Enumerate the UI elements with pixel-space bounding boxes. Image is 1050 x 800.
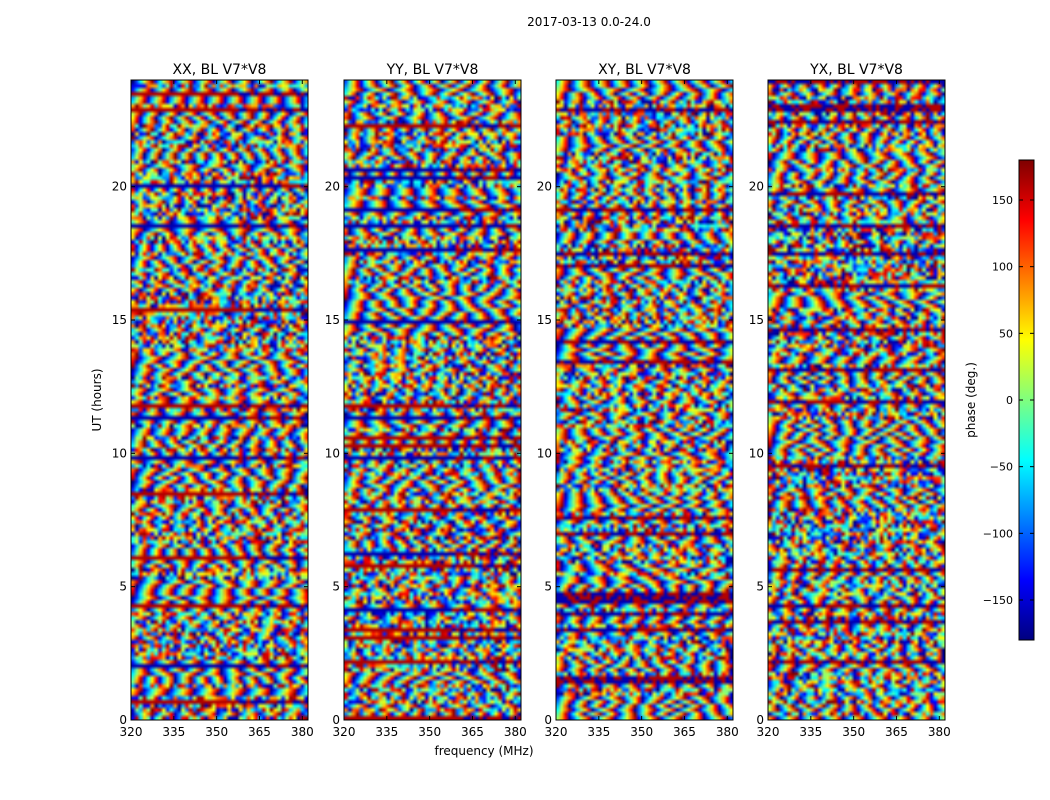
x-tick-label: 380 [716, 725, 739, 739]
x-tick-label: 320 [757, 725, 780, 739]
y-tick-label: 15 [112, 313, 127, 327]
figure-suptitle: 2017-03-13 0.0-24.0 [527, 15, 651, 29]
phase-heatmap [131, 80, 308, 720]
colorbar-tick-label: −50 [990, 461, 1013, 474]
colorbar-tick-label: 100 [992, 261, 1013, 274]
colorbar-tick-label: 0 [1006, 394, 1013, 407]
x-tick-label: 335 [162, 725, 185, 739]
panel-title: XY, BL V7*V8 [598, 62, 691, 78]
x-tick-label: 350 [418, 725, 441, 739]
colorbar-label: phase (deg.) [964, 362, 978, 438]
x-tick-label: 335 [375, 725, 398, 739]
y-tick-label: 0 [119, 713, 127, 727]
colorbar-tick-label: −100 [983, 527, 1013, 540]
x-tick-label: 350 [205, 725, 228, 739]
y-tick-label: 15 [537, 313, 552, 327]
x-tick-label: 365 [885, 725, 908, 739]
x-tick-label: 380 [928, 725, 951, 739]
x-tick-label: 365 [461, 725, 484, 739]
y-tick-label: 10 [112, 446, 127, 460]
panel-4: YX, BL V7*V8 320 335 350 365 380 0 5 10 15 20 [749, 62, 951, 739]
panel-1: XX, BL V7*V8 320 335 350 365 380 0 5 10 15 20 [112, 62, 314, 739]
y-tick-label: 0 [756, 713, 764, 727]
x-tick-label: 380 [504, 725, 527, 739]
panel-title: YY, BL V7*V8 [386, 62, 479, 78]
x-tick-label: 335 [799, 725, 822, 739]
y-tick-label: 10 [537, 446, 552, 460]
panel-frame [130, 79, 309, 721]
panel-frame [343, 79, 522, 721]
y-tick-label: 20 [325, 180, 340, 194]
phase-heatmap [768, 80, 945, 720]
y-tick-label: 5 [119, 580, 127, 594]
y-tick-label: 15 [325, 313, 340, 327]
colorbar-tick-label: −150 [983, 594, 1013, 607]
y-tick-label: 20 [537, 180, 552, 194]
x-tick-label: 365 [673, 725, 696, 739]
y-axis-label: UT (hours) [90, 368, 104, 431]
y-tick-label: 10 [749, 446, 764, 460]
x-axis-label: frequency (MHz) [434, 744, 533, 758]
y-tick-label: 5 [544, 580, 552, 594]
panel-title: XX, BL V7*V8 [173, 62, 267, 78]
phase-heatmap [556, 80, 733, 720]
panel-frame [767, 79, 946, 721]
x-tick-label: 365 [248, 725, 271, 739]
x-tick-label: 320 [545, 725, 568, 739]
y-tick-label: 5 [332, 580, 340, 594]
y-tick-label: 0 [332, 713, 340, 727]
panel-2: YY, BL V7*V8 320 335 350 365 380 0 5 10 15 20 [325, 62, 527, 739]
x-tick-label: 350 [630, 725, 653, 739]
colorbar-tick-label: 50 [999, 327, 1013, 340]
y-tick-label: 15 [749, 313, 764, 327]
colorbar-ticks: 150 100 50 0 −50 −100 −150 [983, 194, 1034, 607]
panel-title: YX, BL V7*V8 [809, 62, 903, 78]
colorbar-tick-label: 150 [992, 194, 1013, 207]
y-tick-label: 20 [749, 180, 764, 194]
panel-frame [555, 79, 734, 721]
y-tick-label: 5 [756, 580, 764, 594]
x-tick-label: 320 [333, 725, 356, 739]
x-tick-label: 350 [842, 725, 865, 739]
phase-heatmap [344, 80, 521, 720]
x-tick-label: 320 [120, 725, 143, 739]
y-tick-label: 10 [325, 446, 340, 460]
x-tick-label: 380 [291, 725, 314, 739]
x-tick-label: 335 [587, 725, 610, 739]
y-tick-label: 20 [112, 180, 127, 194]
y-tick-label: 0 [544, 713, 552, 727]
panel-3: XY, BL V7*V8 320 335 350 365 380 0 5 10 15 20 [537, 62, 739, 739]
